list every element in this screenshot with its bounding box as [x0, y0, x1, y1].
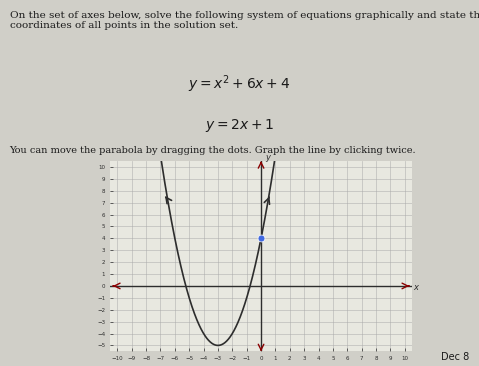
Text: x: x — [413, 283, 418, 291]
Text: $y = x^2 + 6x + 4$: $y = x^2 + 6x + 4$ — [188, 73, 291, 95]
Text: $y = 2x + 1$: $y = 2x + 1$ — [205, 117, 274, 134]
Text: You can move the parabola by dragging the dots. Graph the line by clicking twice: You can move the parabola by dragging th… — [10, 146, 416, 156]
Text: On the set of axes below, solve the following system of equations graphically an: On the set of axes below, solve the foll… — [10, 11, 479, 30]
Text: y: y — [265, 153, 270, 162]
Text: Dec 8: Dec 8 — [441, 352, 469, 362]
